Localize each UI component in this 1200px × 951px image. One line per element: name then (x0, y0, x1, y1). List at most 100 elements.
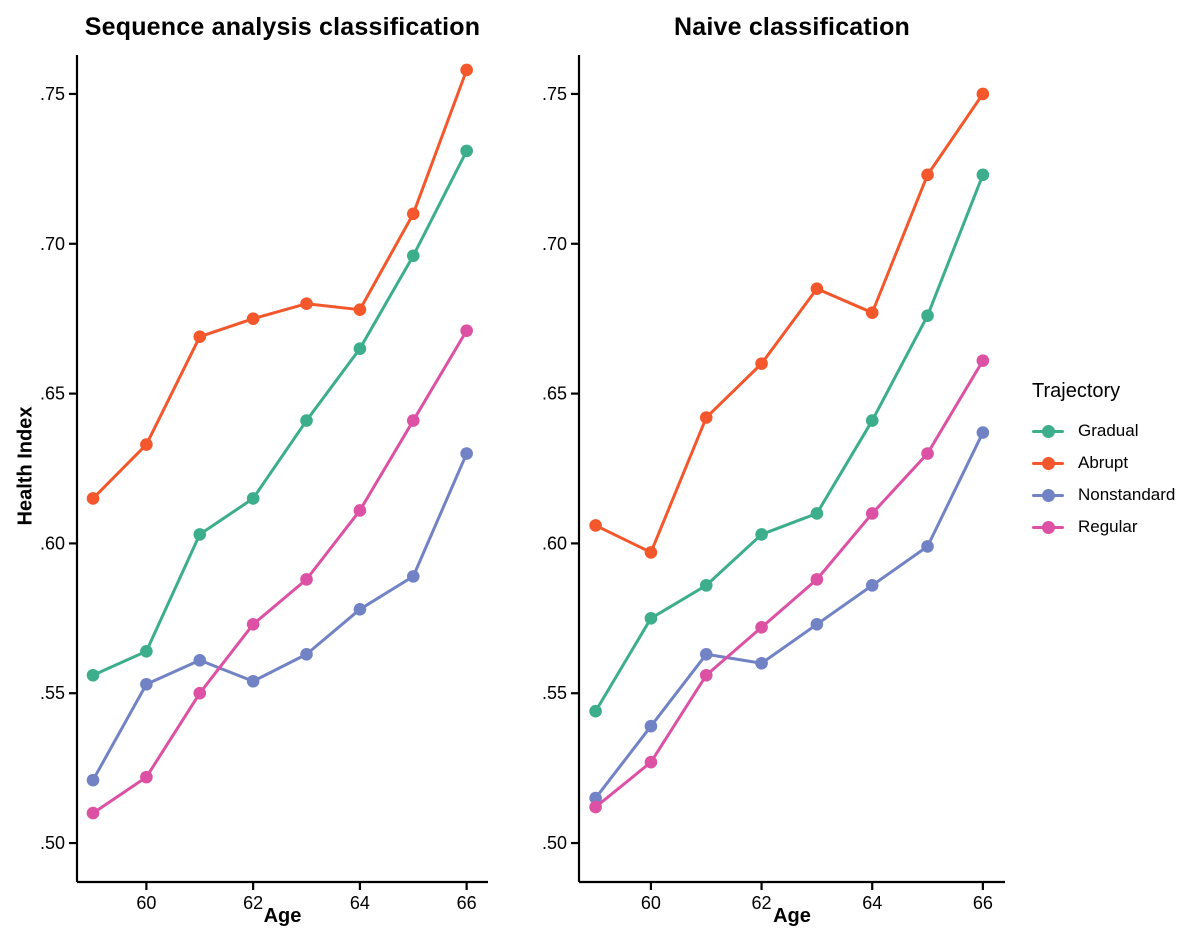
x-tick-label: 66 (457, 893, 477, 913)
data-point (976, 87, 990, 101)
legend-item-regular: Regular (1032, 511, 1175, 543)
data-point (406, 414, 420, 427)
data-point (300, 297, 313, 310)
data-point (460, 447, 473, 460)
y-tick-label: .55 (542, 683, 567, 703)
data-point (921, 309, 934, 322)
legend-label: Regular (1078, 517, 1138, 536)
data-point (921, 540, 934, 553)
x-axis-title-right: Age (773, 905, 811, 927)
series-abrupt (589, 87, 990, 559)
data-point (589, 704, 602, 718)
legend-label: Abrupt (1078, 453, 1129, 472)
x-axis-title-left: Age (263, 905, 302, 927)
legend: Trajectory Gradual Abrupt Nonstandard (1032, 380, 1175, 543)
legend-key-regular (1032, 520, 1064, 534)
series-line (594, 359, 985, 809)
series-gradual (589, 168, 990, 718)
legend-dot-swatch (1041, 520, 1055, 534)
data-point (699, 579, 713, 592)
legend-title: Trajectory (1032, 380, 1121, 402)
data-point (755, 621, 768, 634)
data-point (140, 770, 153, 784)
data-point (644, 719, 658, 733)
series-gradual (86, 144, 473, 682)
y-tick-label: .65 (40, 384, 65, 404)
data-point (810, 573, 824, 586)
legend-key-gradual (1032, 424, 1064, 438)
data-point (644, 755, 658, 769)
series-line (91, 68, 469, 500)
y-tick-label: .50 (40, 833, 65, 853)
data-point (755, 357, 768, 370)
data-point (353, 303, 367, 316)
y-tick-label: .60 (542, 533, 567, 553)
series-line (91, 329, 469, 815)
legend-key-abrupt (1032, 456, 1064, 470)
legend-dot-swatch (1041, 488, 1055, 502)
data-point (300, 414, 313, 427)
y-tick-label: .55 (40, 683, 65, 703)
y-tick-label: .75 (542, 84, 567, 104)
data-point (353, 603, 367, 616)
y-tick-label: .70 (40, 234, 65, 254)
data-point (193, 686, 207, 700)
data-point (140, 677, 153, 691)
panel-title-right: Naive classification (673, 13, 911, 41)
data-point (193, 653, 207, 667)
legend-item-abrupt: Abrupt (1032, 447, 1175, 479)
data-point (406, 570, 420, 583)
data-point (86, 492, 100, 505)
data-point (589, 519, 602, 532)
data-point (865, 414, 879, 427)
series-nonstandard (589, 426, 990, 805)
x-tick-label: 60 (641, 893, 661, 913)
series-abrupt (86, 63, 473, 505)
data-point (921, 447, 934, 460)
data-point (976, 426, 990, 439)
series-nonstandard (86, 447, 473, 787)
data-point (865, 306, 879, 319)
data-point (193, 330, 207, 343)
y-tick-label: .65 (542, 384, 567, 404)
data-point (699, 668, 713, 682)
data-point (460, 144, 473, 158)
data-point (699, 411, 713, 424)
y-tick-label: .50 (542, 833, 567, 853)
data-point (246, 312, 260, 325)
x-tick-label: 66 (973, 893, 993, 913)
legend-item-nonstandard: Nonstandard (1032, 479, 1175, 511)
data-point (353, 342, 367, 355)
data-point (140, 438, 153, 451)
data-point (589, 800, 602, 814)
data-point (406, 249, 420, 263)
data-point (755, 656, 768, 670)
data-point (810, 507, 824, 520)
legend-dot-swatch (1041, 456, 1055, 470)
legend-label: Nonstandard (1078, 485, 1176, 504)
panel-title-left: Sequence analysis classification (84, 13, 481, 41)
data-point (193, 528, 207, 541)
data-point (976, 168, 990, 182)
data-point (644, 612, 658, 625)
data-point (246, 492, 260, 505)
legend-key-nonstandard (1032, 488, 1064, 502)
series-line (91, 149, 469, 677)
data-point (86, 668, 100, 682)
data-point (300, 647, 313, 661)
data-point (86, 773, 100, 787)
data-point (755, 528, 768, 541)
series-line (91, 452, 469, 782)
series-line (594, 173, 985, 713)
series-regular (86, 324, 473, 820)
x-tick-label: 62 (243, 893, 263, 913)
data-point (460, 63, 473, 77)
panel-0: .50 .55 .60 .65 .70 .75 60 62 64 66 (40, 55, 488, 913)
data-point (246, 674, 260, 688)
data-point (865, 579, 879, 592)
data-point (300, 573, 313, 586)
y-tick-label: .70 (542, 234, 567, 254)
data-point (699, 647, 713, 661)
